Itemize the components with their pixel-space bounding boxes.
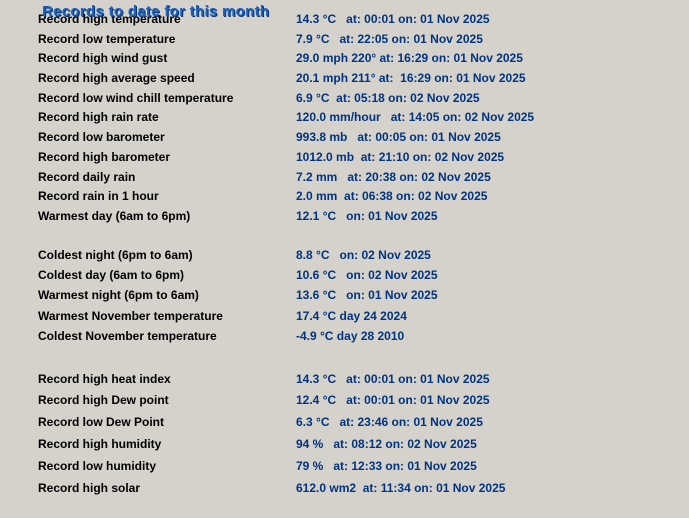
record-label: Record low wind chill temperature [38, 90, 234, 105]
record-row: Record low humidity 79 % at: 12:33 on: 01… [0, 456, 689, 478]
record-value: -4.9 °C day 28 2010 [296, 329, 405, 344]
record-value: 6.9 °C at: 05:18 on: 02 Nov 2025 [296, 90, 480, 105]
record-row: Warmest night (6pm to 6am) 13.6 °C on: 01… [0, 285, 689, 305]
record-value: 20.1 mph 211° at: 16:29 on: 01 Nov 2025 [296, 71, 526, 86]
record-row: Record high barometer 1012.0 mb at: 21:10… [0, 148, 689, 168]
record-row: Warmest day (6am to 6pm) 12.1 °C on: 01 N… [0, 207, 689, 227]
record-label: Record low temperature [38, 31, 176, 46]
record-value: 79 % at: 12:33 on: 01 Nov 2025 [296, 458, 477, 473]
record-row: Record high temperature 14.3 °C at: 00:01… [0, 10, 689, 30]
record-value: 12.1 °C on: 01 Nov 2025 [296, 208, 438, 223]
record-value: 12.4 °C at: 00:01 on: 01 Nov 2025 [296, 393, 490, 408]
record-label: Record high Dew point [38, 393, 169, 408]
record-row: Record high Dew point 12.4 °C at: 00:01 o… [0, 390, 689, 412]
record-row: Record low Dew Point 6.3 °C at: 23:46 on:… [0, 412, 689, 434]
record-value: 8.8 °C on: 02 Nov 2025 [296, 247, 431, 262]
record-label: Record high solar [38, 480, 141, 495]
section-gap [0, 347, 689, 369]
record-label: Warmest November temperature [38, 308, 223, 323]
record-label: Record daily rain [38, 169, 136, 184]
record-row: Record high rain rate 120.0 mm/hour at: 1… [0, 108, 689, 128]
section-gap [0, 227, 689, 245]
record-label: Record high heat index [38, 371, 171, 386]
record-value: 1012.0 mb at: 21:10 on: 02 Nov 2025 [296, 149, 505, 164]
records-section: Record high temperature 14.3 °C at: 00:01… [0, 10, 689, 227]
record-row: Coldest day (6am to 6pm) 10.6 °C on: 02 N… [0, 265, 689, 285]
record-value: 6.3 °C at: 23:46 on: 01 Nov 2025 [296, 415, 483, 430]
record-row: Coldest November temperature -4.9 °C day … [0, 326, 689, 346]
record-label: Record low Dew Point [38, 415, 165, 430]
record-label: Record high rain rate [38, 110, 159, 125]
record-label: Record high barometer [38, 149, 171, 164]
record-value: 120.0 mm/hour at: 14:05 on: 02 Nov 2025 [296, 110, 535, 125]
record-row: Record high heat index 14.3 °C at: 00:01 … [0, 369, 689, 391]
record-value: 2.0 mm at: 06:38 on: 02 Nov 2025 [296, 189, 488, 204]
record-row: Record daily rain 7.2 mm at: 20:38 on: 02… [0, 168, 689, 188]
record-label: Record high average speed [38, 71, 195, 86]
record-row: Record high average speed 20.1 mph 211° a… [0, 69, 689, 89]
record-value: 7.2 mm at: 20:38 on: 02 Nov 2025 [296, 169, 491, 184]
record-value: 7.9 °C at: 22:05 on: 01 Nov 2025 [296, 31, 483, 46]
record-label: Record high temperature [38, 12, 181, 26]
record-row: Warmest November temperature 17.4 °C day … [0, 306, 689, 326]
record-value: 14.3 °C at: 00:01 on: 01 Nov 2025 [296, 371, 490, 386]
record-label: Record rain in 1 hour [38, 189, 159, 204]
record-row: Record low temperature 7.9 °C at: 22:05 o… [0, 30, 689, 50]
record-label: Coldest November temperature [38, 329, 217, 344]
record-label: Coldest day (6am to 6pm) [38, 267, 185, 282]
records-section: Record high heat index 14.3 °C at: 00:01 … [0, 369, 689, 500]
record-value: 17.4 °C day 24 2024 [296, 308, 407, 323]
record-row: Record high humidity 94 % at: 08:12 on: 0… [0, 434, 689, 456]
record-row: Record rain in 1 hour 2.0 mm at: 06:38 on… [0, 187, 689, 207]
record-value: 612.0 wm2 at: 11:34 on: 01 Nov 2025 [296, 480, 506, 495]
record-value: 10.6 °C on: 02 Nov 2025 [296, 267, 438, 282]
record-label: Coldest night (6pm to 6am) [38, 247, 193, 262]
page-title: Records to date for this month [42, 3, 270, 20]
record-value: 14.3 °C at: 00:01 on: 01 Nov 2025 [296, 12, 490, 26]
record-row: Record low wind chill temperature 6.9 °C … [0, 89, 689, 109]
record-value: 94 % at: 08:12 on: 02 Nov 2025 [296, 436, 477, 451]
records-section: Coldest night (6pm to 6am) 8.8 °C on: 02 … [0, 245, 689, 347]
record-row: Record high solar 612.0 wm2 at: 11:34 on:… [0, 478, 689, 500]
record-label: Record high humidity [38, 436, 162, 451]
record-label: Warmest night (6pm to 6am) [38, 288, 199, 303]
record-value: 29.0 mph 220° at: 16:29 on: 01 Nov 2025 [296, 51, 523, 66]
records-report: Record high temperature 14.3 °C at: 00:01… [0, 10, 689, 499]
record-value: 13.6 °C on: 01 Nov 2025 [296, 288, 438, 303]
record-row: Coldest night (6pm to 6am) 8.8 °C on: 02 … [0, 245, 689, 265]
record-value: 993.8 mb at: 00:05 on: 01 Nov 2025 [296, 130, 501, 145]
record-row: Record low barometer 993.8 mb at: 00:05 o… [0, 128, 689, 148]
record-label: Record high wind gust [38, 51, 168, 66]
record-row: Record high wind gust 29.0 mph 220° at: 1… [0, 49, 689, 69]
record-label: Record low humidity [38, 458, 157, 473]
record-label: Warmest day (6am to 6pm) [38, 208, 191, 223]
record-label: Record low barometer [38, 130, 165, 145]
